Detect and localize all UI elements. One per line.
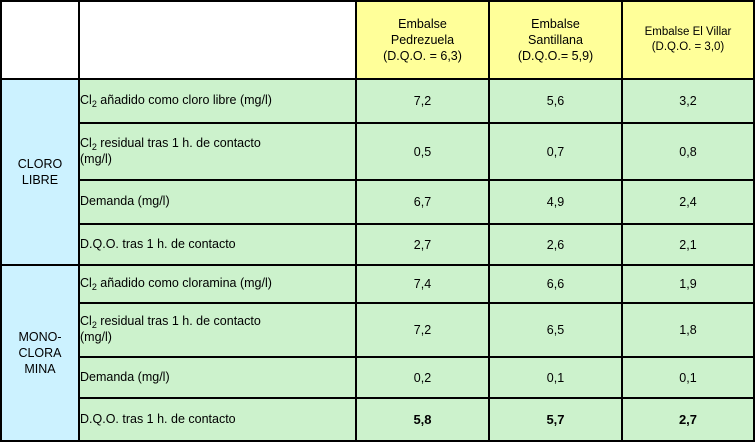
column-header-santillana-line3: (D.Q.O.= 5,9) bbox=[517, 49, 594, 63]
table-row: MONO- CLORA MINA Cl2 añadido como cloram… bbox=[0, 264, 755, 442]
cell-value: 5,7 bbox=[488, 397, 623, 442]
row-label: Demanda (mg/l) bbox=[78, 356, 357, 399]
cell-value: 6,6 bbox=[488, 264, 623, 304]
cell-value: 0,7 bbox=[488, 122, 623, 181]
row-label-pre: Cl bbox=[80, 276, 92, 291]
row-label-subscript: 2 bbox=[91, 282, 97, 293]
cell-value: 6,7 bbox=[355, 179, 490, 225]
cell-value: 5,8 bbox=[355, 397, 490, 442]
cell-value: 5,6 bbox=[488, 78, 623, 124]
cell-value: 2,7 bbox=[621, 397, 755, 442]
row-label-post: residual tras 1 h. de contacto bbox=[96, 314, 261, 329]
row-label-subscript: 2 bbox=[91, 99, 97, 110]
cell-value: 0,2 bbox=[355, 356, 490, 399]
row-label: Cl2 residual tras 1 h. de contacto (mg/l… bbox=[78, 122, 357, 181]
column-header-pedrezuela-line2: Pedrezuela bbox=[390, 33, 455, 47]
row-label: Demanda (mg/l) bbox=[78, 179, 357, 225]
cell-value: 1,9 bbox=[621, 264, 755, 304]
corner-cell-group bbox=[0, 0, 80, 80]
cell-value: 0,8 bbox=[621, 122, 755, 181]
corner-cell-label bbox=[78, 0, 357, 80]
group-cell-cloro-libre-line1: CLORO bbox=[17, 156, 63, 171]
row-label-post2: (mg/l) bbox=[80, 330, 112, 344]
group-cell-monocloramina-line1: MONO- bbox=[18, 329, 62, 344]
cell-value: 0,5 bbox=[355, 122, 490, 181]
cell-value: 0,1 bbox=[488, 356, 623, 399]
row-label-post: añadido como cloramina (mg/l) bbox=[96, 276, 272, 291]
row-label: Cl2 añadido como cloro libre (mg/l) bbox=[78, 78, 357, 124]
table-row: Demanda (mg/l) 0,2 0,1 0,1 bbox=[1, 356, 755, 399]
column-header-pedrezuela-line3: (D.Q.O. = 6,3) bbox=[383, 49, 462, 63]
cell-value: 2,7 bbox=[355, 223, 490, 266]
cell-value: 2,6 bbox=[488, 223, 623, 266]
column-header-santillana-line2: Santillana bbox=[528, 33, 583, 47]
row-label-post2: (mg/l) bbox=[80, 151, 112, 166]
row-label-pre: Cl bbox=[80, 314, 92, 329]
column-header-elvillar-line1: Embalse El Villar bbox=[644, 26, 732, 39]
cell-value: 7,2 bbox=[355, 78, 490, 124]
row-label: D.Q.O. tras 1 h. de contacto bbox=[78, 223, 357, 266]
row-label-post: añadido como cloro libre (mg/l) bbox=[96, 93, 272, 108]
group-cell-cloro-libre: CLORO LIBRE bbox=[0, 78, 80, 266]
table-row: D.Q.O. tras 1 h. de contacto 5,8 5,7 2,7 bbox=[1, 397, 755, 442]
cell-value: 7,4 bbox=[355, 264, 490, 304]
cell-value: 6,5 bbox=[488, 302, 623, 358]
group-cell-cloro-libre-line2: LIBRE bbox=[21, 173, 59, 187]
column-header-elvillar-line2: (D.Q.O. = 3,0) bbox=[651, 41, 725, 53]
group-cell-monocloramina: MONO- CLORA MINA bbox=[0, 264, 80, 442]
group-cell-monocloramina-line2: CLORA bbox=[18, 345, 62, 360]
row-label: D.Q.O. tras 1 h. de contacto bbox=[78, 397, 357, 442]
cell-value: 1,8 bbox=[621, 302, 755, 358]
column-header-santillana-line1: Embalse bbox=[531, 17, 580, 31]
row-label: Cl2 residual tras 1 h. de contacto (mg/l… bbox=[78, 302, 357, 358]
column-header-elvillar: Embalse El Villar (D.Q.O. = 3,0) bbox=[621, 0, 755, 80]
table-row: Demanda (mg/l) 6,7 4,9 2,4 bbox=[1, 179, 755, 225]
row-label-pre: Cl bbox=[80, 93, 92, 108]
cell-value: 4,9 bbox=[488, 179, 623, 225]
table-row: CLORO LIBRE Cl2 añadido como cloro libre… bbox=[0, 78, 755, 266]
column-header-pedrezuela-line1: Embalse bbox=[398, 17, 447, 31]
column-header-pedrezuela: Embalse Pedrezuela (D.Q.O. = 6,3) bbox=[355, 0, 490, 80]
table-header-row: Embalse Pedrezuela (D.Q.O. = 6,3) Embals… bbox=[0, 0, 755, 80]
cell-value: 3,2 bbox=[621, 78, 755, 124]
row-label-subscript: 2 bbox=[91, 320, 97, 331]
cell-value: 2,1 bbox=[621, 223, 755, 266]
table-row: Cl2 residual tras 1 h. de contacto (mg/l… bbox=[1, 122, 755, 181]
cell-value: 2,4 bbox=[621, 179, 755, 225]
column-header-santillana: Embalse Santillana (D.Q.O.= 5,9) bbox=[488, 0, 623, 80]
cell-value: 0,1 bbox=[621, 356, 755, 399]
row-label-subscript: 2 bbox=[91, 141, 97, 152]
group-cell-monocloramina-line3: MINA bbox=[24, 362, 56, 377]
row-label: Cl2 añadido como cloramina (mg/l) bbox=[78, 264, 357, 304]
table-row: D.Q.O. tras 1 h. de contacto 2,7 2,6 2,1 bbox=[1, 223, 755, 266]
row-label-post: residual tras 1 h. de contacto bbox=[96, 135, 261, 150]
row-label-pre: Cl bbox=[80, 135, 92, 150]
table-row: Cl2 residual tras 1 h. de contacto (mg/l… bbox=[1, 302, 755, 358]
cell-value: 7,2 bbox=[355, 302, 490, 358]
